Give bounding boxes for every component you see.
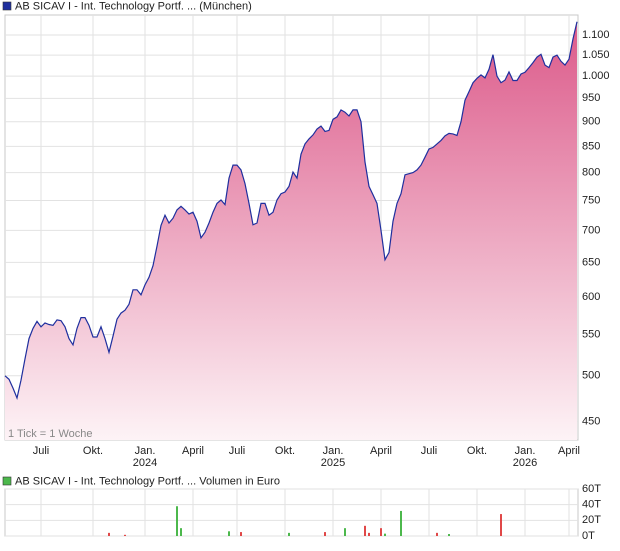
y-tick-label: 600 <box>582 291 600 303</box>
y-tick-label: 1.000 <box>582 70 610 82</box>
y-tick-label: 550 <box>582 329 600 341</box>
volume-bar <box>180 528 182 536</box>
volume-bar <box>324 532 326 536</box>
x-year-label: 2025 <box>321 457 345 469</box>
x-tick-label: Jan. <box>515 445 536 457</box>
volume-bar <box>240 532 242 536</box>
x-tick-label: April <box>370 445 392 457</box>
note: 1 Tick = 1 Woche <box>8 428 92 440</box>
volume-bar <box>448 534 450 536</box>
y-tick-label: 750 <box>582 194 600 206</box>
plot-frame <box>4 488 579 537</box>
x-tick-label: Juli <box>33 445 50 457</box>
volume-bar <box>500 514 502 536</box>
volume-bar <box>108 532 110 536</box>
volume-bar <box>176 506 178 536</box>
volume-bar <box>364 525 366 536</box>
volume-bar <box>436 532 438 536</box>
y-tick-label: 700 <box>582 224 600 236</box>
legend-swatch <box>2 476 12 486</box>
legend-swatch <box>2 1 12 11</box>
y-tick-label: 850 <box>582 140 600 152</box>
x-tick-label: Juli <box>421 445 438 457</box>
volume-bar <box>384 533 386 536</box>
volume-bar <box>400 510 402 536</box>
x-tick-label: Jan. <box>135 445 156 457</box>
y-tick-label: 450 <box>582 415 600 427</box>
volume-bar <box>344 528 346 536</box>
y-tick-label: 900 <box>582 116 600 128</box>
legend-label: AB SICAV I - Int. Technology Portf. ... … <box>15 0 252 12</box>
volume-bar <box>228 531 230 536</box>
x-tick-label: Okt. <box>275 445 295 457</box>
line <box>4 21 578 401</box>
x-tick-label: Jan. <box>323 445 344 457</box>
y-tick-label: 1.050 <box>582 49 610 61</box>
y-tick-label: 40T <box>582 499 601 511</box>
volume-bar <box>288 532 290 536</box>
volume-bar <box>368 532 370 536</box>
x-year-label: 2024 <box>133 457 157 469</box>
x-tick-label: Juli <box>229 445 246 457</box>
legend-label: AB SICAV I - Int. Technology Portf. ... … <box>15 475 280 487</box>
y-tick-label: 800 <box>582 167 600 179</box>
y-tick-label: 500 <box>582 370 600 382</box>
area <box>5 21 577 441</box>
x-tick-label: Okt. <box>83 445 103 457</box>
volume-bar <box>124 534 126 536</box>
volume-panel: 0T 20T 40T 60T AB SICAV I - Int. Technology … <box>2 475 601 542</box>
x-tick-label: April <box>182 445 204 457</box>
y-tick-label: 650 <box>582 256 600 268</box>
price-panel: Juli Okt. Jan. April Juli Okt. Jan. April Juli Ok… <box>2 0 610 469</box>
y-tick-label: 60T <box>582 483 601 495</box>
y-tick-label: 0T <box>582 530 595 542</box>
volume-bar <box>380 528 382 536</box>
x-year-label: 2026 <box>513 457 537 469</box>
x-tick-label: Okt. <box>467 445 487 457</box>
y-tick-label: 950 <box>582 92 600 104</box>
x-tick-label: April <box>558 445 580 457</box>
y-tick-label: 1.100 <box>582 29 610 41</box>
y-tick-label: 20T <box>582 514 601 526</box>
